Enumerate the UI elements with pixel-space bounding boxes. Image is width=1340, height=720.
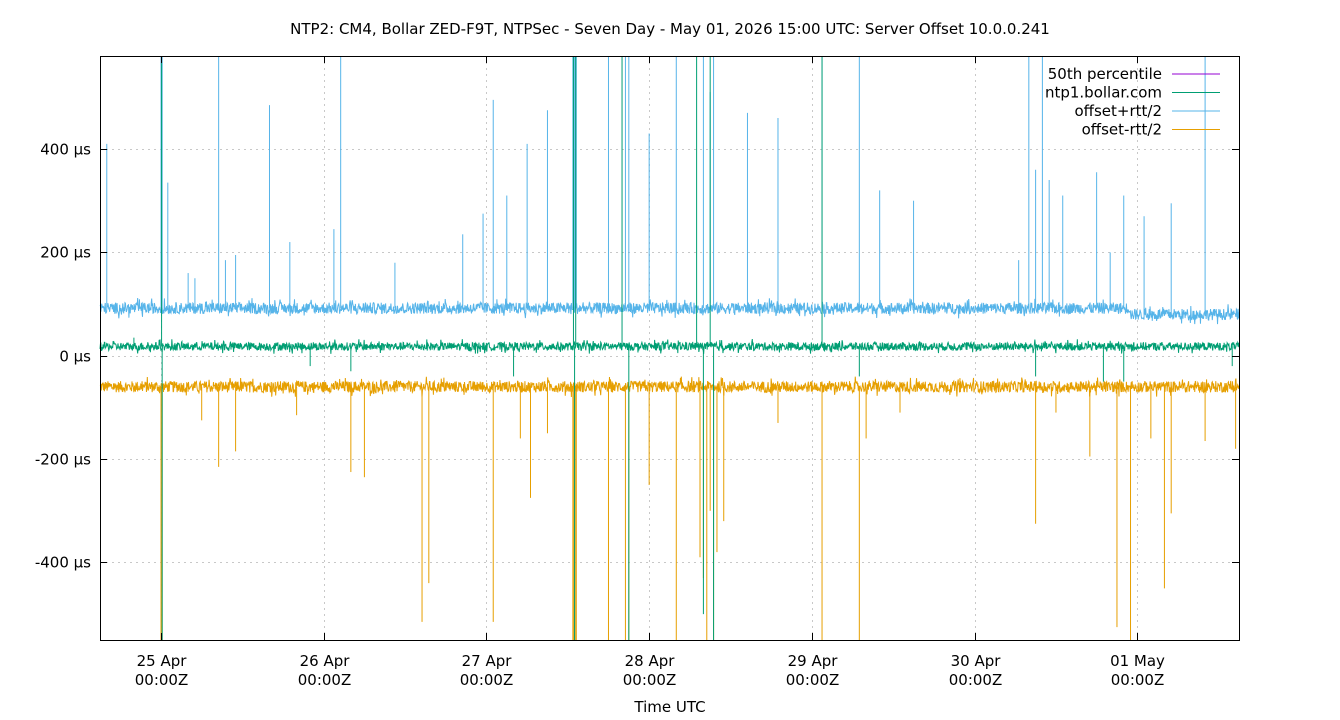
series-layer — [99, 56, 1240, 640]
series-plus — [99, 56, 1240, 325]
legend: 50th percentilentp1.bollar.comoffset+rtt… — [1045, 65, 1220, 139]
x-tick-date-label: 26 Apr — [300, 652, 351, 670]
x-tick-date-label: 25 Apr — [137, 652, 188, 670]
x-tick-date-label: 27 Apr — [462, 652, 513, 670]
legend-label-p50: 50th percentile — [1048, 65, 1162, 83]
x-tick-date-label: 30 Apr — [951, 652, 1002, 670]
series-ntp1-trace — [99, 338, 1240, 354]
legend-label-minus: offset-rtt/2 — [1082, 121, 1162, 139]
x-tick-time-label: 00:00Z — [949, 671, 1003, 689]
y-tick-label: -400 µs — [35, 554, 91, 572]
x-tick-time-label: 00:00Z — [1111, 671, 1165, 689]
x-tick-time-label: 00:00Z — [460, 671, 514, 689]
x-axis-label: Time UTC — [633, 698, 705, 716]
series-ntp1 — [99, 56, 1240, 640]
y-tick-label: 400 µs — [40, 141, 91, 159]
y-tick-label: 200 µs — [40, 244, 91, 262]
legend-label-ntp1: ntp1.bollar.com — [1045, 84, 1162, 102]
series-plus-trace — [99, 298, 1240, 325]
y-tick-label: 0 µs — [59, 348, 91, 366]
series-minus — [99, 376, 1240, 640]
x-tick-time-label: 00:00Z — [135, 671, 189, 689]
chart-title: NTP2: CM4, Bollar ZED-F9T, NTPSec - Seve… — [290, 20, 1050, 38]
y-tick-label: -200 µs — [35, 451, 91, 469]
x-tick-date-label: 01 May — [1110, 652, 1165, 670]
plot-border — [100, 56, 1240, 641]
x-tick-date-label: 28 Apr — [625, 652, 676, 670]
series-minus-trace — [99, 376, 1240, 397]
legend-label-plus: offset+rtt/2 — [1074, 102, 1162, 120]
x-tick-date-label: 29 Apr — [788, 652, 839, 670]
x-tick-time-label: 00:00Z — [623, 671, 677, 689]
x-tick-time-label: 00:00Z — [298, 671, 352, 689]
x-tick-time-label: 00:00Z — [786, 671, 840, 689]
